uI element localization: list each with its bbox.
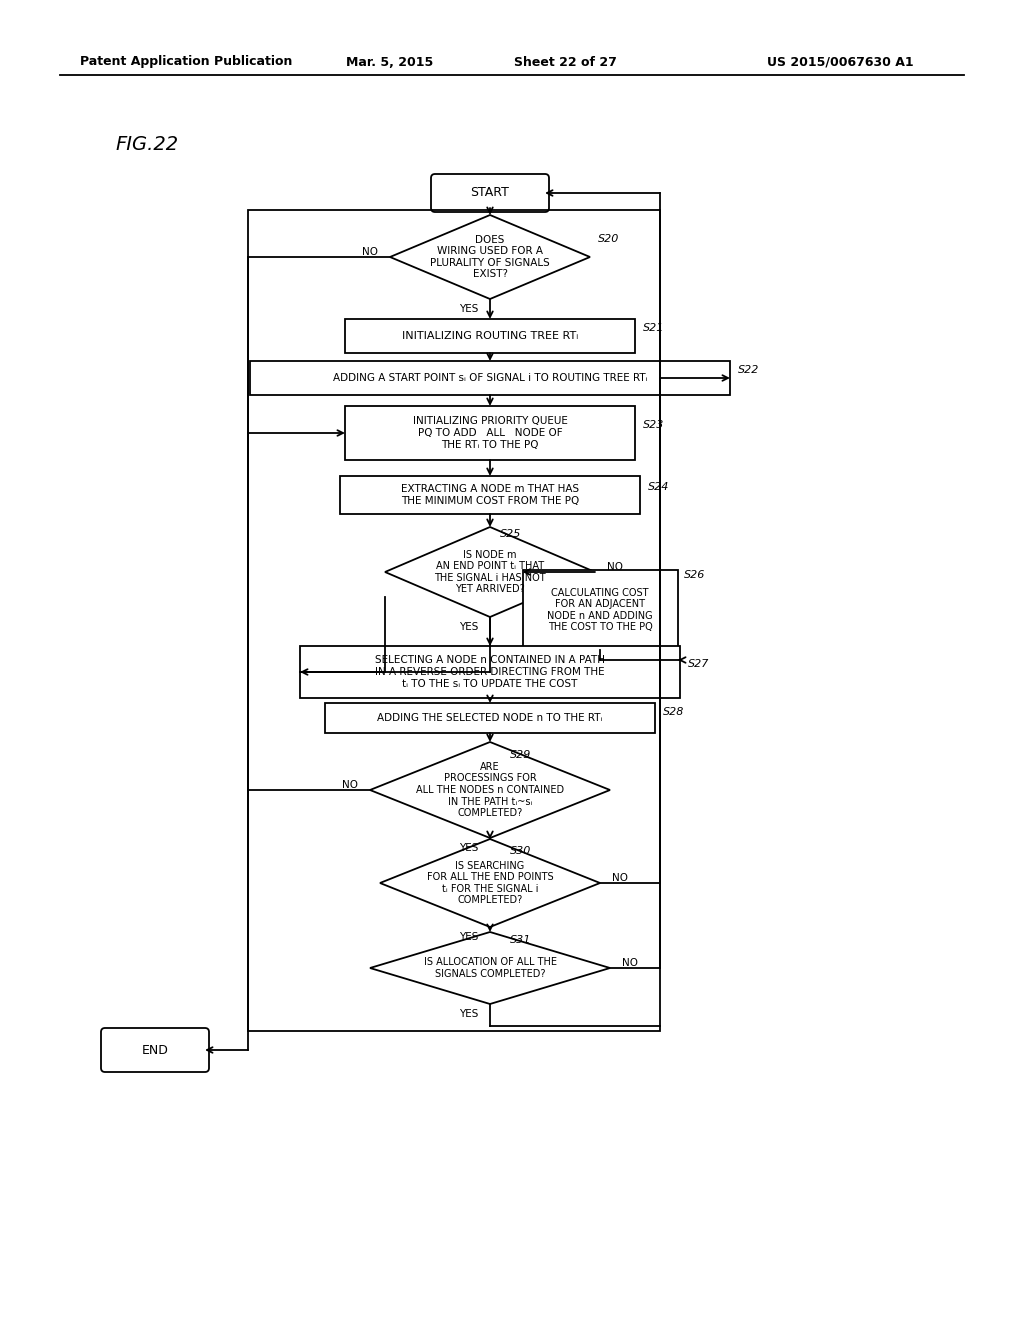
Text: S22: S22	[738, 366, 760, 375]
Text: INITIALIZING PRIORITY QUEUE
PQ TO ADD   ALL   NODE OF
THE RTᵢ TO THE PQ: INITIALIZING PRIORITY QUEUE PQ TO ADD AL…	[413, 416, 567, 450]
Bar	[345, 319, 635, 352]
Bar	[300, 645, 680, 698]
Text: S29: S29	[510, 750, 531, 760]
Text: S30: S30	[510, 846, 531, 855]
Text: S25: S25	[500, 529, 521, 539]
FancyBboxPatch shape	[101, 1028, 209, 1072]
Text: S21: S21	[643, 323, 665, 333]
Text: START: START	[471, 186, 509, 199]
Text: NO: NO	[342, 780, 358, 789]
Text: S27: S27	[688, 659, 710, 669]
Bar	[522, 570, 678, 649]
Text: S23: S23	[643, 420, 665, 430]
Polygon shape	[380, 840, 600, 927]
Text: EXTRACTING A NODE m THAT HAS
THE MINIMUM COST FROM THE PQ: EXTRACTING A NODE m THAT HAS THE MINIMUM…	[400, 484, 580, 506]
Text: ADDING A START POINT sᵢ OF SIGNAL i TO ROUTING TREE RTᵢ: ADDING A START POINT sᵢ OF SIGNAL i TO R…	[333, 374, 647, 383]
Text: S31: S31	[510, 935, 531, 945]
Bar	[248, 210, 660, 1031]
Text: S20: S20	[598, 234, 620, 244]
Text: NO: NO	[607, 562, 623, 572]
Text: S28: S28	[663, 708, 684, 717]
Bar	[345, 407, 635, 459]
Text: YES: YES	[459, 304, 478, 314]
Text: S26: S26	[683, 570, 705, 579]
Polygon shape	[390, 215, 590, 300]
Bar	[250, 360, 730, 395]
Text: NO: NO	[612, 873, 628, 883]
Bar	[340, 477, 640, 513]
Text: YES: YES	[459, 843, 478, 853]
Text: SELECTING A NODE n CONTAINED IN A PATH
IN A REVERSE ORDER DIRECTING FROM THE
tᵢ : SELECTING A NODE n CONTAINED IN A PATH I…	[375, 656, 605, 689]
Text: END: END	[141, 1044, 168, 1056]
Text: CALCULATING COST
FOR AN ADJACENT
NODE n AND ADDING
THE COST TO THE PQ: CALCULATING COST FOR AN ADJACENT NODE n …	[547, 587, 653, 632]
Text: US 2015/0067630 A1: US 2015/0067630 A1	[767, 55, 913, 69]
Text: Patent Application Publication: Patent Application Publication	[80, 55, 293, 69]
Text: YES: YES	[459, 932, 478, 942]
Text: NO: NO	[622, 958, 638, 968]
Polygon shape	[385, 527, 595, 616]
Text: ARE
PROCESSINGS FOR
ALL THE NODES n CONTAINED
IN THE PATH tᵢ~sᵢ
COMPLETED?: ARE PROCESSINGS FOR ALL THE NODES n CONT…	[416, 762, 564, 818]
Text: IS NODE m
AN END POINT tᵢ THAT
THE SIGNAL i HAS NOT
YET ARRIVED?: IS NODE m AN END POINT tᵢ THAT THE SIGNA…	[434, 549, 546, 594]
Text: YES: YES	[459, 1008, 478, 1019]
Text: Mar. 5, 2015: Mar. 5, 2015	[346, 55, 433, 69]
FancyBboxPatch shape	[431, 174, 549, 213]
Text: YES: YES	[459, 622, 478, 632]
Text: ADDING THE SELECTED NODE n TO THE RTᵢ: ADDING THE SELECTED NODE n TO THE RTᵢ	[377, 713, 603, 723]
Text: FIG.22: FIG.22	[115, 136, 178, 154]
Text: Sheet 22 of 27: Sheet 22 of 27	[514, 55, 616, 69]
Text: NO: NO	[362, 247, 378, 257]
Text: S24: S24	[648, 482, 670, 492]
Polygon shape	[370, 742, 610, 838]
Polygon shape	[370, 932, 610, 1005]
Text: INITIALIZING ROUTING TREE RTᵢ: INITIALIZING ROUTING TREE RTᵢ	[401, 331, 579, 341]
Text: IS ALLOCATION OF ALL THE
SIGNALS COMPLETED?: IS ALLOCATION OF ALL THE SIGNALS COMPLET…	[424, 957, 556, 979]
Bar	[325, 704, 655, 733]
Text: DOES
WIRING USED FOR A
PLURALITY OF SIGNALS
EXIST?: DOES WIRING USED FOR A PLURALITY OF SIGN…	[430, 235, 550, 280]
Text: IS SEARCHING
FOR ALL THE END POINTS
tᵢ FOR THE SIGNAL i
COMPLETED?: IS SEARCHING FOR ALL THE END POINTS tᵢ F…	[427, 861, 553, 906]
